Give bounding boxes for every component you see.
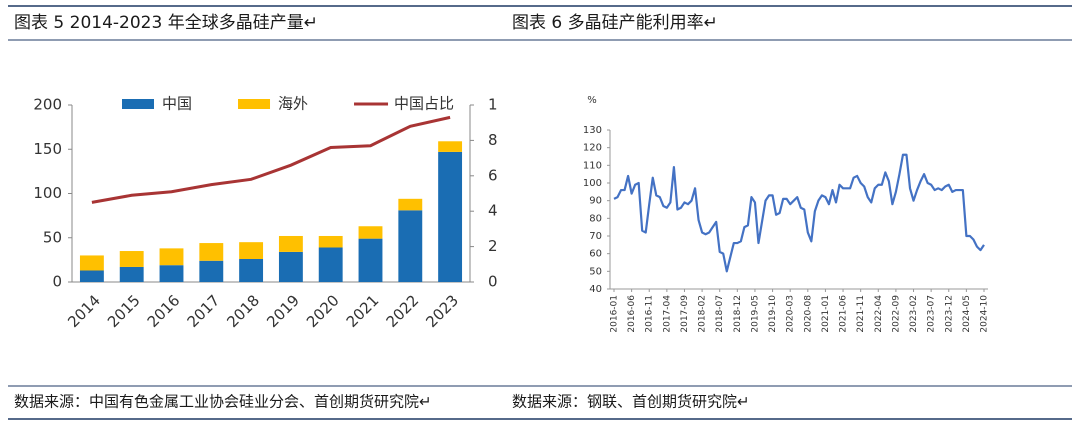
legend-label: 海外 (278, 95, 308, 113)
x-tick-label: 2022-09 (891, 295, 901, 333)
bar (438, 141, 463, 152)
x-tick-label: 2021-06 (839, 295, 849, 333)
x-tick-label: 2023-07 (927, 295, 937, 333)
legend-swatch (238, 99, 271, 109)
y2-tick-label: 6 (488, 166, 498, 184)
y-axis-label: % (587, 95, 597, 106)
y2-tick-label: 1 (488, 96, 498, 114)
bar (199, 260, 224, 282)
bar (318, 247, 343, 282)
x-tick-label: 2017-04 (662, 295, 672, 333)
bar (278, 251, 303, 282)
legend-swatch (122, 99, 154, 109)
y-tick-label: 60 (589, 249, 602, 260)
y-tick-label: 90 (589, 196, 602, 207)
y-tick-label: 130 (583, 125, 602, 136)
x-tick-label: 2020 (303, 291, 343, 331)
y-tick-label: 70 (589, 231, 602, 242)
bar (119, 266, 144, 282)
x-tick-label: 2018-02 (698, 295, 708, 333)
y-tick-label: 150 (33, 140, 62, 158)
x-tick-label: 2016-11 (645, 295, 655, 333)
y-tick-label: 80 (589, 213, 602, 224)
header-title: 图表 6 多晶硅产能利用率↵ (512, 13, 718, 33)
x-tick-label: 2018-07 (715, 295, 725, 333)
x-tick-label: 2020-03 (786, 295, 796, 333)
x-tick-label: 2015 (104, 291, 144, 331)
x-tick-label: 2018-12 (733, 295, 743, 333)
bar (398, 210, 423, 282)
bar (239, 258, 264, 282)
bar (79, 270, 104, 282)
x-tick-label: 2021-11 (856, 295, 866, 333)
x-tick-label: 2016-06 (627, 295, 637, 333)
x-tick-label: 2021-01 (821, 295, 831, 333)
bar (278, 235, 303, 252)
bar (318, 235, 343, 248)
header-title: 图表 5 2014-2023 年全球多晶硅产量↵ (14, 13, 318, 33)
x-tick-label: 2022 (383, 291, 423, 331)
y2-tick-label: 4 (488, 202, 498, 220)
share-line (91, 115, 451, 204)
x-tick-label: 2019-05 (750, 295, 760, 333)
y-tick-label: 0 (52, 273, 62, 291)
bar (358, 226, 383, 239)
x-tick-label: 2024-05 (962, 295, 972, 333)
x-tick-label: 2017 (184, 291, 224, 331)
bar (199, 243, 224, 261)
x-tick-label: 2019 (263, 291, 303, 331)
y-tick-label: 100 (583, 178, 602, 189)
y2-tick-label: 8 (488, 131, 498, 149)
x-tick-label: 2014 (64, 291, 104, 331)
source-note: 数据来源：中国有色金属工业协会硅业分会、首创期货研究院↵ (14, 393, 432, 411)
x-tick-label: 2018 (223, 291, 263, 331)
bar (438, 151, 463, 282)
x-tick-label: 2022-04 (874, 295, 884, 333)
bar (239, 242, 264, 259)
y-tick-label: 40 (589, 284, 602, 295)
legend-label: 中国 (162, 95, 192, 113)
bar (398, 198, 423, 211)
y-tick-label: 100 (33, 184, 62, 202)
y-tick-label: 200 (33, 96, 62, 114)
x-tick-label: 2024-10 (980, 295, 990, 333)
x-tick-label: 2019-10 (768, 295, 778, 333)
x-tick-label: 2017-09 (680, 295, 690, 333)
x-tick-label: 2021 (343, 291, 383, 331)
x-tick-label: 2023 (422, 291, 462, 331)
y-tick-label: 120 (583, 143, 602, 154)
x-tick-label: 2016-01 (610, 295, 620, 333)
x-tick-label: 2023-02 (909, 295, 919, 333)
y2-tick-label: 2 (488, 237, 498, 255)
source-note: 数据来源：钢联、首创期货研究院↵ (512, 393, 750, 411)
y-tick-label: 50 (43, 228, 62, 246)
bar (159, 248, 184, 266)
y-tick-label: 50 (589, 266, 602, 277)
y2-tick-label: 0 (488, 273, 498, 291)
x-tick-label: 2016 (144, 291, 184, 331)
bar (358, 238, 383, 282)
y-tick-label: 110 (583, 160, 602, 171)
bar (159, 265, 184, 282)
legend-label: 中国占比 (394, 95, 454, 113)
bar (79, 255, 104, 271)
x-tick-label: 2020-08 (803, 295, 813, 333)
x-tick-label: 2023-12 (944, 295, 954, 333)
bar (119, 251, 144, 267)
series-line (613, 153, 985, 273)
